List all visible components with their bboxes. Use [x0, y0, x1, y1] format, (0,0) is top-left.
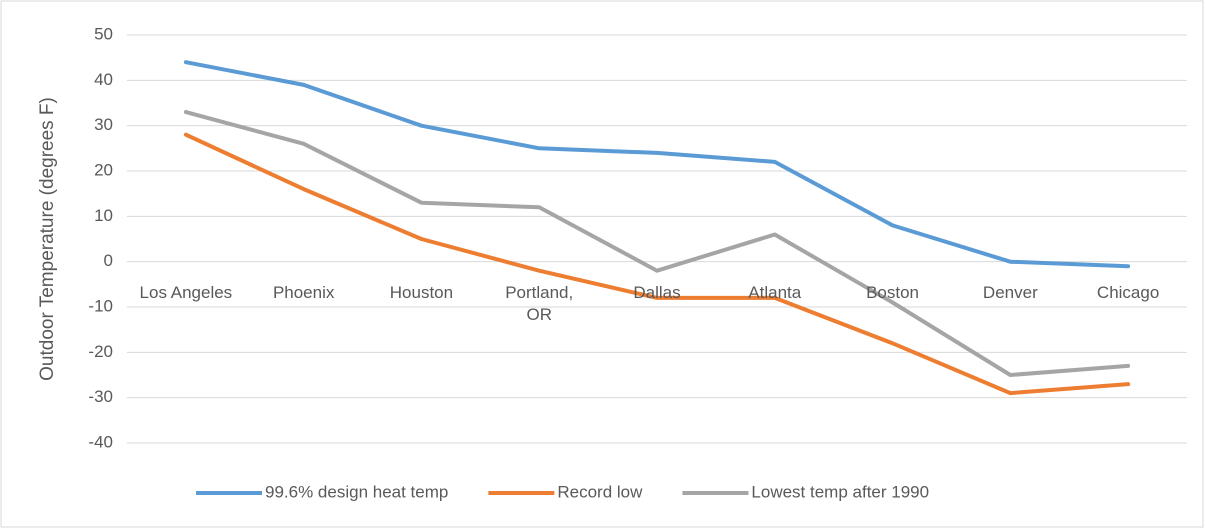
x-tick-label: Portland, OR [505, 282, 574, 324]
y-tick-label: -20 [88, 342, 113, 361]
y-tick-label: 30 [94, 115, 113, 134]
y-tick-label: -40 [88, 432, 113, 451]
y-tick-label: 20 [94, 160, 113, 179]
x-tick-label: Denver [982, 282, 1038, 302]
legend-label: Lowest temp after 1990 [751, 482, 929, 501]
legend-label: 99.6% design heat temp [265, 482, 448, 501]
x-tick-label: Houston [389, 282, 454, 302]
x-tick-label: Atlanta [748, 282, 802, 302]
y-tick-label: 0 [104, 251, 113, 270]
x-tick-label: Boston [866, 282, 920, 302]
x-tick-label: Chicago [1096, 282, 1160, 302]
x-tick-label: Phoenix [272, 282, 335, 302]
y-tick-label: 40 [94, 70, 113, 89]
y-tick-label: -10 [88, 296, 113, 315]
y-tick-label: -30 [88, 387, 113, 406]
y-tick-label: 50 [94, 24, 113, 43]
y-tick-label: 10 [94, 206, 113, 225]
series-line [183, 110, 1131, 377]
legend-label: Record low [557, 482, 643, 501]
x-tick-label: Los Angeles [139, 282, 233, 302]
y-axis-title: Outdoor Temperature (degrees F) [37, 97, 58, 381]
series-line [183, 132, 1131, 396]
x-tick-label: Dallas [633, 282, 681, 302]
series-line [183, 60, 1131, 269]
